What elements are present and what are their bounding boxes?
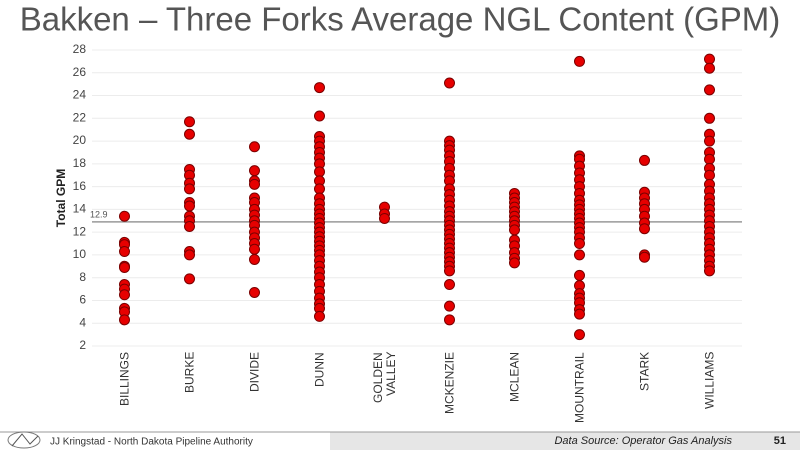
- data-point: [444, 314, 455, 326]
- data-point: [444, 300, 455, 312]
- x-tick-label: BILLINGS: [117, 352, 131, 407]
- footer-author: JJ Kringstad - North Dakota Pipeline Aut…: [50, 437, 253, 448]
- data-point: [184, 200, 195, 212]
- slide-title: Bakken – Three Forks Average NGL Content…: [20, 1, 781, 38]
- reference-label: 12.9: [90, 209, 108, 219]
- logo: [7, 431, 41, 449]
- data-point: [704, 135, 715, 147]
- data-point: [704, 112, 715, 124]
- y-axis-label: Total GPM: [54, 169, 68, 227]
- y-tick-label: 22: [73, 110, 87, 124]
- data-point: [184, 249, 195, 261]
- data-point: [184, 273, 195, 285]
- data-point: [639, 154, 650, 166]
- data-point: [119, 289, 130, 301]
- data-point: [119, 246, 130, 258]
- data-point: [249, 141, 260, 153]
- y-tick-label: 6: [79, 293, 86, 307]
- data-point: [314, 166, 325, 178]
- y-tick-label: 26: [73, 65, 87, 79]
- data-point: [119, 314, 130, 326]
- y-tick-label: 4: [79, 315, 86, 329]
- y-tick-label: 12: [73, 224, 87, 238]
- x-tick-label: GOLDEN VALLEY: [370, 352, 398, 403]
- footer-band: [330, 432, 800, 450]
- data-point: [249, 178, 260, 190]
- x-tick-label: WILLIAMS: [702, 352, 716, 410]
- data-point: [249, 286, 260, 298]
- x-tick-label: DIVIDE: [247, 352, 261, 393]
- data-point: [704, 169, 715, 181]
- data-point: [574, 249, 585, 261]
- y-tick-label: 10: [73, 247, 87, 261]
- data-point: [119, 210, 130, 222]
- data-point: [249, 165, 260, 177]
- x-tick-label: STARK: [637, 352, 651, 392]
- y-tick-label: 8: [79, 270, 86, 284]
- x-tick-label: MCLEAN: [507, 352, 521, 403]
- data-point: [314, 82, 325, 94]
- y-tick-label: 2: [79, 338, 86, 352]
- data-point: [574, 329, 585, 341]
- data-point: [574, 269, 585, 281]
- data-point: [704, 62, 715, 74]
- data-point: [574, 308, 585, 320]
- data-point: [314, 183, 325, 195]
- data-point: [379, 212, 390, 224]
- x-tick-label: DUNN: [312, 352, 326, 387]
- data-point: [704, 265, 715, 277]
- data-point: [509, 257, 520, 269]
- data-point: [509, 224, 520, 236]
- data-point: [119, 261, 130, 273]
- data-point: [639, 223, 650, 235]
- data-point: [444, 77, 455, 89]
- data-point: [574, 238, 585, 250]
- footer-source: Data Source: Operator Gas Analysis: [554, 435, 732, 447]
- y-tick-label: 16: [73, 179, 87, 193]
- data-point: [639, 251, 650, 263]
- data-point: [184, 128, 195, 140]
- page-number: 51: [774, 435, 786, 447]
- data-point: [444, 265, 455, 277]
- data-point: [249, 253, 260, 265]
- data-point: [249, 243, 260, 255]
- x-tick-label: MCKENZIE: [442, 352, 456, 415]
- data-point: [704, 53, 715, 65]
- x-tick-label: MOUNTRAIL: [572, 352, 586, 423]
- y-tick-label: 18: [73, 156, 87, 170]
- y-tick-label: 14: [73, 202, 87, 216]
- data-point: [444, 279, 455, 291]
- data-point: [184, 183, 195, 195]
- y-tick-label: 20: [73, 133, 87, 147]
- x-tick-label: BURKE: [182, 352, 196, 394]
- data-point: [314, 310, 325, 322]
- data-point: [704, 84, 715, 96]
- data-point: [704, 153, 715, 165]
- data-point: [184, 116, 195, 128]
- y-tick-label: 24: [73, 88, 87, 102]
- data-point: [314, 110, 325, 122]
- y-tick-label: 28: [73, 42, 87, 56]
- data-point: [184, 220, 195, 232]
- data-point: [574, 55, 585, 67]
